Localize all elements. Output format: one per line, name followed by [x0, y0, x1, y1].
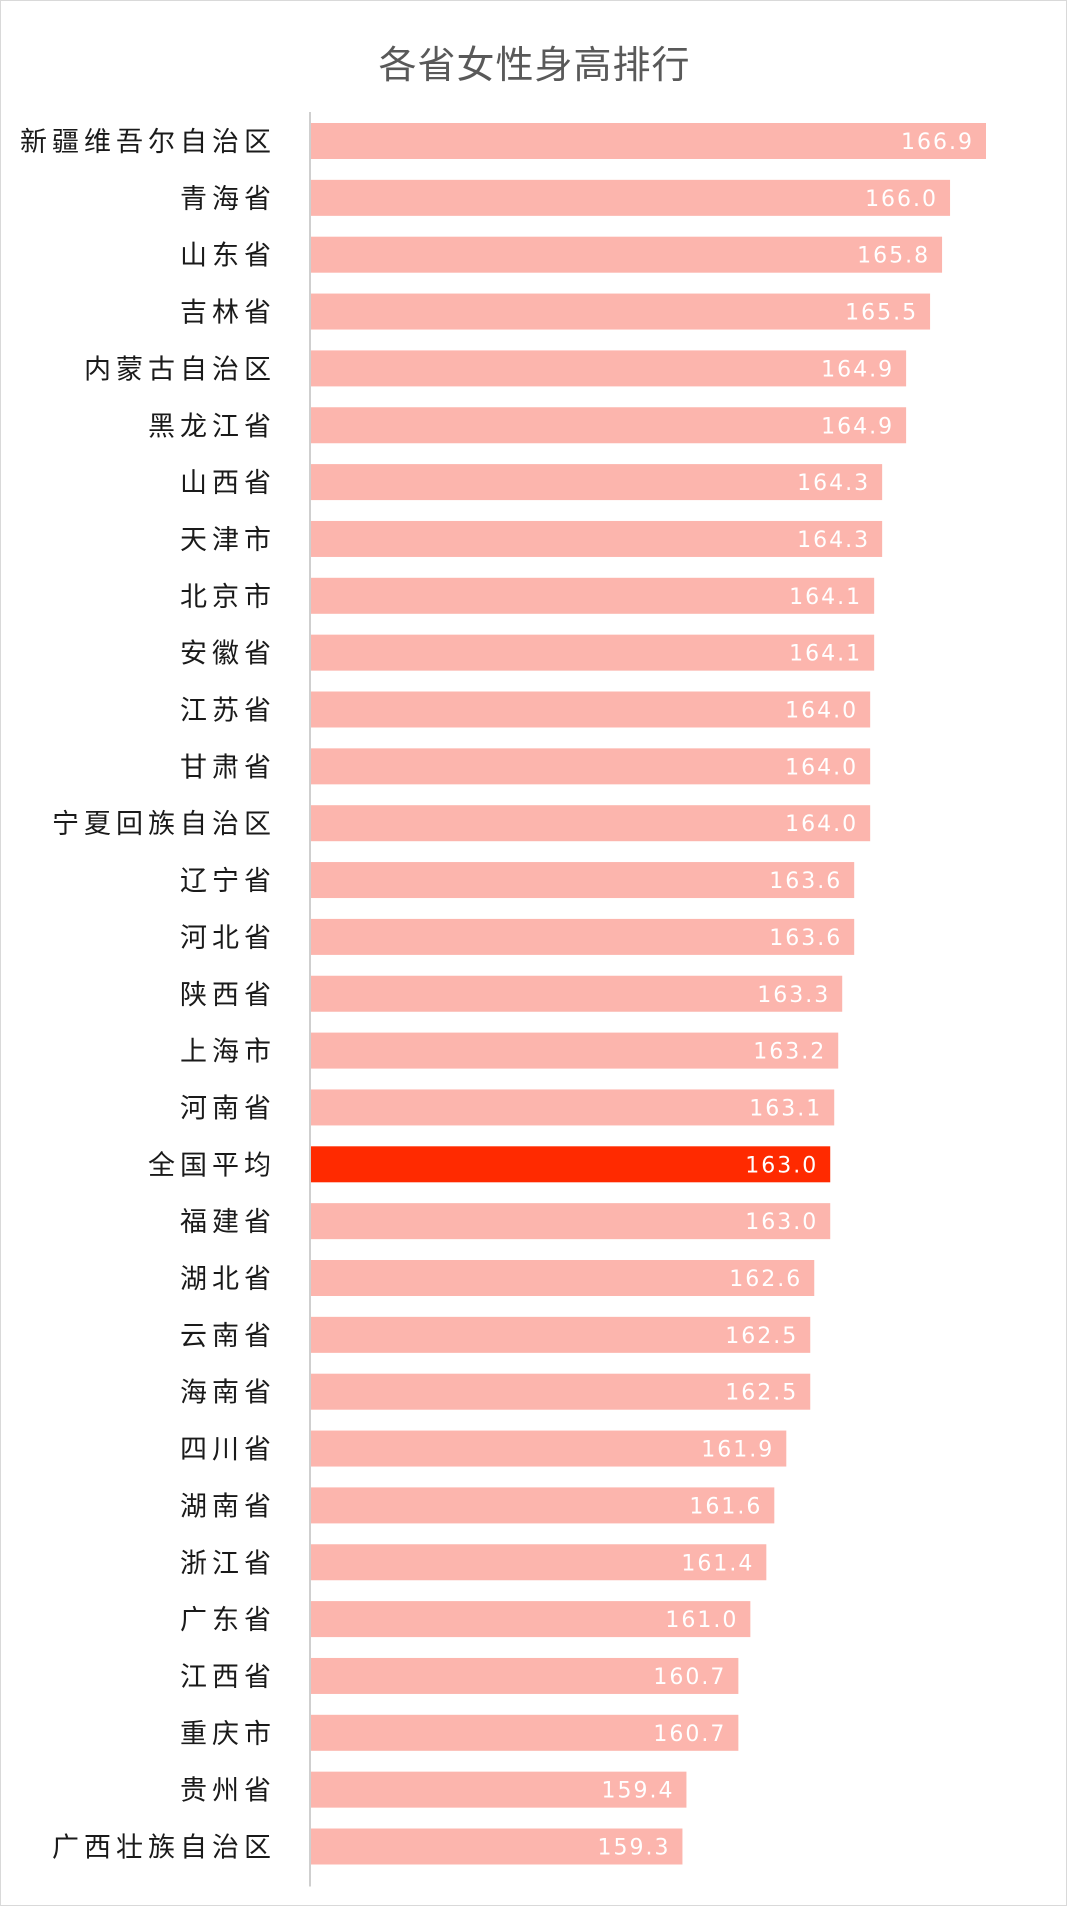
value-label: 166.0: [865, 187, 938, 212]
bar: [311, 634, 875, 671]
category-label: 广西壮族自治区: [52, 1833, 276, 1864]
value-label: 163.1: [749, 1096, 822, 1121]
category-label: 新疆维吾尔自治区: [20, 127, 276, 158]
value-label: 162.5: [725, 1381, 798, 1406]
bar: [311, 350, 907, 387]
bar: [311, 1601, 751, 1638]
bar-highlight: [311, 1146, 831, 1183]
bar: [311, 407, 907, 444]
category-label: 上海市: [180, 1037, 276, 1068]
category-label: 北京市: [180, 582, 276, 613]
category-label: 安徽省: [180, 639, 276, 670]
bar: [311, 975, 843, 1012]
value-label: 163.6: [769, 869, 842, 894]
category-label: 河北省: [180, 923, 276, 954]
category-label: 山东省: [180, 241, 276, 272]
value-label: 164.1: [789, 585, 862, 610]
bar: [311, 520, 883, 557]
value-label: 161.6: [689, 1494, 762, 1519]
category-label: 吉林省: [180, 298, 276, 329]
value-label: 159.4: [601, 1779, 674, 1804]
category-label: 山西省: [180, 468, 276, 499]
bar: [311, 691, 871, 728]
value-label: 165.8: [857, 244, 930, 269]
bar: [311, 1714, 739, 1751]
category-label: 内蒙古自治区: [84, 354, 276, 385]
bar: [311, 1032, 839, 1069]
bar: [311, 1828, 683, 1865]
bar: [311, 1657, 739, 1694]
value-label: 164.3: [797, 471, 870, 496]
value-label: 164.9: [821, 414, 894, 439]
category-label: 全国平均: [148, 1150, 276, 1181]
bar: [311, 918, 855, 955]
category-label: 黑龙江省: [148, 411, 276, 442]
category-label: 甘肃省: [180, 752, 276, 783]
bar: [311, 1771, 687, 1808]
category-label: 江苏省: [180, 696, 276, 727]
value-label: 162.6: [729, 1267, 802, 1292]
value-label: 161.0: [665, 1608, 738, 1633]
value-label: 164.0: [785, 812, 858, 837]
category-label: 湖南省: [180, 1491, 276, 1522]
bar: [311, 236, 943, 273]
chart-title: 各省女性身高排行: [378, 43, 691, 87]
bar: [311, 1544, 767, 1581]
category-label: 浙江省: [180, 1548, 276, 1579]
value-label: 165.5: [845, 301, 918, 326]
category-label: 福建省: [180, 1207, 276, 1238]
value-label: 163.0: [745, 1153, 818, 1178]
category-label: 贵州省: [180, 1776, 276, 1807]
bar: [311, 179, 951, 216]
bar: [311, 1203, 831, 1240]
value-label: 161.4: [681, 1551, 754, 1576]
value-label: 163.2: [753, 1040, 826, 1065]
value-label: 160.7: [653, 1665, 726, 1690]
category-label: 天津市: [180, 525, 276, 556]
category-label: 重庆市: [180, 1719, 276, 1750]
value-label: 164.9: [821, 357, 894, 382]
bar: [311, 748, 871, 785]
value-label: 162.5: [725, 1324, 798, 1349]
category-label: 宁夏回族自治区: [52, 809, 276, 840]
category-label: 青海省: [180, 184, 276, 215]
value-label: 163.3: [757, 983, 830, 1008]
bar: [311, 1487, 775, 1524]
bar: [311, 1316, 811, 1353]
category-label: 湖北省: [180, 1264, 276, 1295]
category-label: 河南省: [180, 1093, 276, 1124]
bar: [311, 1373, 811, 1410]
category-label: 海南省: [180, 1378, 276, 1409]
value-label: 163.0: [745, 1210, 818, 1235]
value-label: 159.3: [597, 1836, 670, 1861]
category-label: 辽宁省: [180, 866, 276, 897]
value-label: 164.0: [785, 755, 858, 780]
value-label: 166.9: [901, 130, 974, 155]
category-label: 云南省: [180, 1321, 276, 1352]
bar: [311, 862, 855, 899]
bar: [311, 805, 871, 842]
bar: [311, 464, 883, 501]
value-label: 164.1: [789, 642, 862, 667]
category-label: 江西省: [180, 1662, 276, 1693]
bar: [311, 1430, 787, 1467]
value-label: 164.3: [797, 528, 870, 553]
bar: [311, 293, 931, 330]
bar: [311, 577, 875, 614]
bar: [311, 1089, 835, 1126]
value-label: 161.9: [701, 1438, 774, 1463]
value-label: 163.6: [769, 926, 842, 951]
value-label: 160.7: [653, 1722, 726, 1747]
category-label: 四川省: [180, 1435, 276, 1466]
bar: [311, 1260, 815, 1296]
value-label: 164.0: [785, 699, 858, 724]
bar: [311, 123, 986, 159]
category-label: 陕西省: [180, 980, 276, 1011]
category-label: 广东省: [180, 1605, 276, 1636]
